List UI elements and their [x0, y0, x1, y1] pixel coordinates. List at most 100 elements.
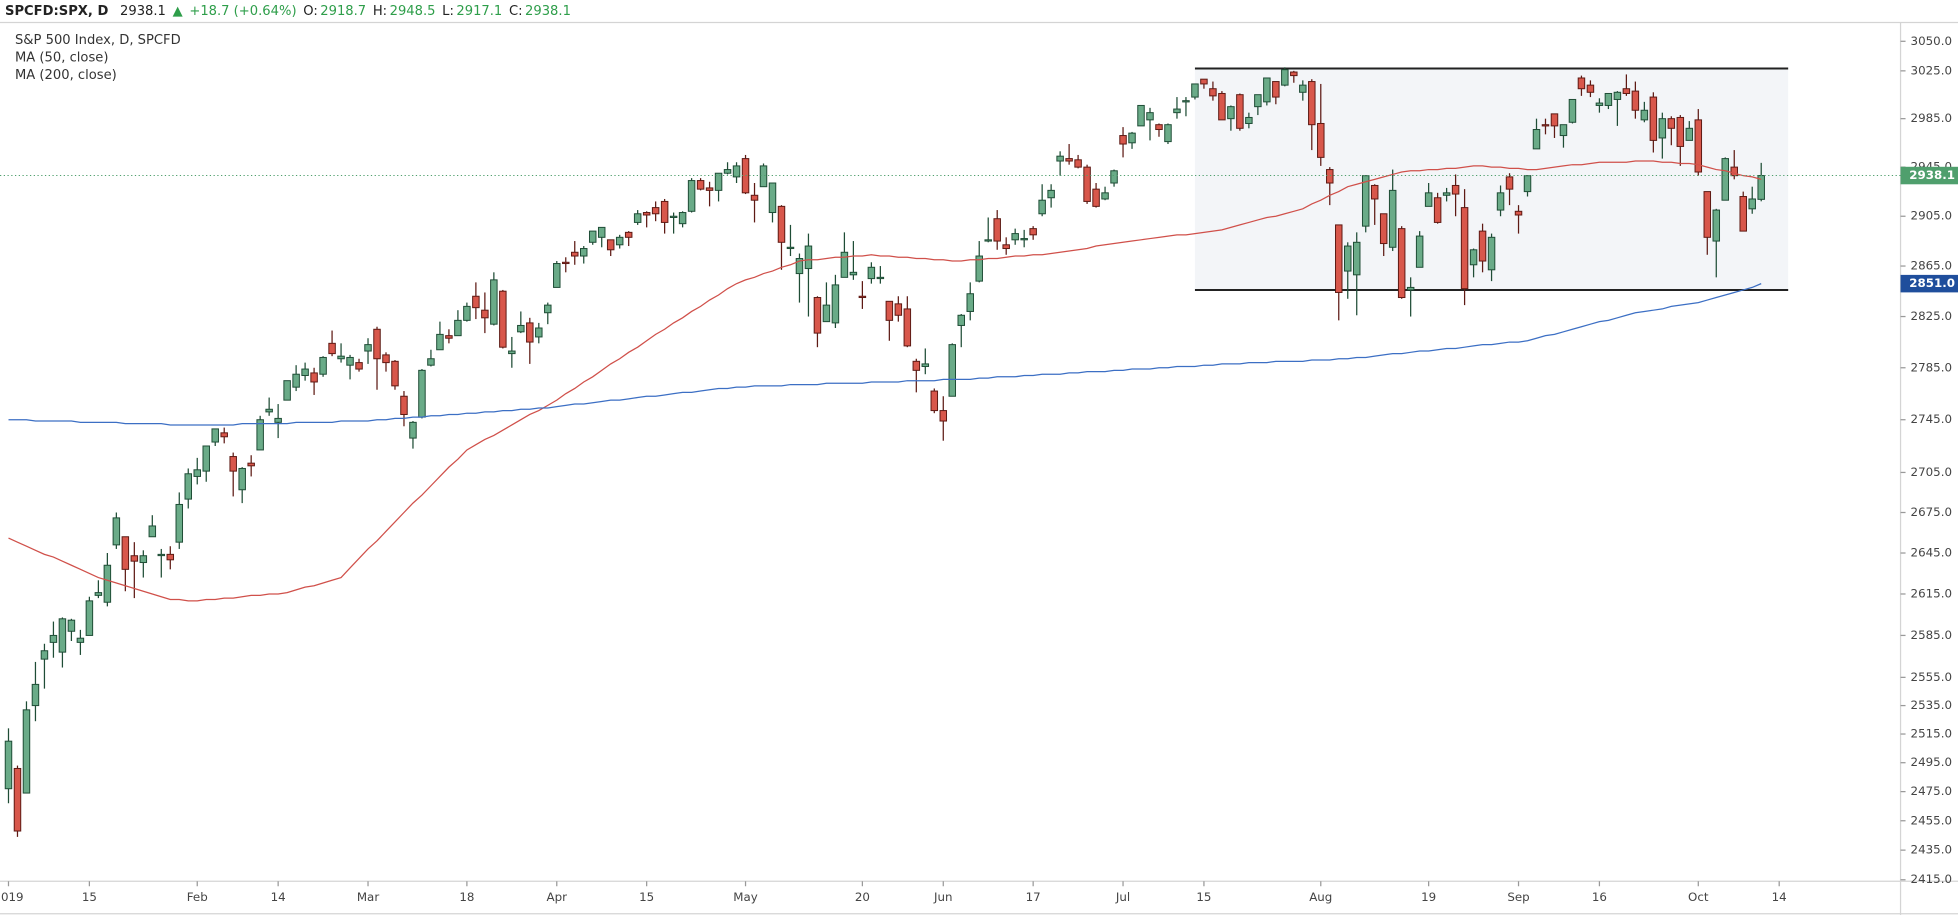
- candle-body: [1550, 113, 1559, 127]
- candle-body: [1415, 235, 1424, 268]
- candle-body: [319, 356, 327, 375]
- moving-average-line: [8, 283, 1762, 426]
- x-tick-label: Feb: [187, 890, 208, 904]
- candle-body: [1586, 84, 1595, 93]
- y-tick-label: 2705.0: [1911, 465, 1952, 479]
- candle-body: [1712, 209, 1721, 242]
- candle-body: [579, 248, 588, 257]
- change-arrow: ▲: [172, 3, 183, 19]
- x-tick-label: 15: [82, 890, 97, 904]
- candle-body: [1343, 245, 1352, 272]
- candle-body: [1335, 224, 1343, 293]
- candle-body: [894, 303, 903, 316]
- y-tick-label: 3025.0: [1911, 63, 1952, 77]
- candle-body: [382, 354, 390, 364]
- candle-body: [436, 333, 444, 351]
- y-tick-label: 2515.0: [1911, 727, 1952, 741]
- candle-body: [256, 419, 264, 451]
- candle-body: [1514, 210, 1523, 216]
- candle-body: [346, 356, 354, 366]
- legend-entry[interactable]: S&P 500 Index, D, SPCFD: [14, 32, 181, 48]
- candle-body: [517, 324, 525, 333]
- candle-body: [1200, 78, 1208, 85]
- candle-body: [1227, 106, 1235, 120]
- x-tick-label: Sep: [1507, 890, 1529, 904]
- candle-body: [1182, 100, 1190, 103]
- candle-body: [211, 428, 219, 443]
- candle-body: [283, 380, 291, 401]
- candle-body: [1308, 81, 1316, 126]
- candle-body: [1631, 90, 1640, 111]
- candle-body: [1694, 119, 1703, 173]
- candle-body: [651, 207, 660, 215]
- last-price: 2938.1: [120, 3, 166, 19]
- candle-body: [957, 314, 965, 326]
- y-tick-label: 2615.0: [1911, 586, 1952, 600]
- y-tick-label: 2645.0: [1911, 546, 1952, 560]
- legend-entry[interactable]: MA (50, close): [14, 50, 109, 65]
- candle-body: [1020, 238, 1028, 241]
- candle-body: [112, 517, 121, 546]
- candle-body: [94, 592, 103, 596]
- candle-body: [1092, 188, 1100, 207]
- candle-body: [714, 172, 723, 191]
- candle-body: [1568, 98, 1577, 123]
- high-value: 2948.5: [389, 3, 436, 19]
- candle-body: [103, 564, 112, 603]
- candle-body: [1478, 230, 1487, 262]
- candle-body: [768, 182, 777, 214]
- price-tag: [1900, 274, 1958, 293]
- candle-body: [1254, 94, 1262, 108]
- candle-body: [328, 342, 336, 355]
- y-tick-label: 2785.0: [1911, 360, 1952, 374]
- close-value: 2938.1: [525, 3, 571, 19]
- x-tick-label: Oct: [1688, 890, 1709, 904]
- y-tick-label: 2825.0: [1911, 309, 1952, 323]
- y-tick-label: 2535.0: [1911, 698, 1952, 712]
- candle-body: [220, 432, 228, 438]
- candle-body: [1748, 198, 1756, 210]
- x-tick-label: 14: [1772, 890, 1787, 904]
- y-tick-label: 2455.0: [1911, 813, 1952, 827]
- candle-body: [58, 618, 67, 653]
- candle-body: [831, 284, 840, 324]
- candle-body: [1146, 112, 1154, 121]
- candle-body: [1101, 192, 1109, 200]
- candle-body: [1155, 124, 1163, 131]
- candle-body: [364, 344, 372, 352]
- candle-body: [67, 619, 76, 632]
- candle-body: [1047, 189, 1055, 199]
- candle-body: [454, 319, 462, 337]
- x-tick-label: Jul: [1115, 890, 1130, 904]
- candle-body: [229, 456, 237, 472]
- candle-body: [732, 165, 741, 178]
- candle-body: [705, 187, 714, 191]
- candle-body: [1730, 166, 1738, 177]
- x-tick-label: 16: [1592, 890, 1607, 904]
- candle-body: [301, 368, 309, 377]
- legend-entry[interactable]: MA (200, close): [14, 67, 117, 83]
- candle-body: [597, 226, 606, 238]
- candle-body: [175, 503, 184, 543]
- candle-body: [804, 245, 813, 270]
- candle-body: [274, 417, 282, 423]
- candle-body: [1442, 192, 1451, 196]
- candle-body: [1451, 184, 1460, 195]
- candle-body: [391, 360, 399, 387]
- x-tick-label: 20: [855, 890, 870, 904]
- symbol-header: SPCFD:SPX, D 2938.1 ▲ +18.7 (+0.64%) O: 2…: [5, 1, 573, 21]
- close-label: C:: [508, 3, 523, 19]
- candle-body: [867, 266, 876, 280]
- candle-body: [1370, 184, 1379, 200]
- candle-body: [795, 258, 804, 275]
- candle-body: [4, 740, 13, 790]
- candle-body: [813, 297, 822, 334]
- candle-body: [490, 279, 498, 325]
- candle-body: [1622, 88, 1631, 94]
- y-tick-label: 2555.0: [1911, 670, 1952, 684]
- candle-body: [1038, 199, 1046, 215]
- candle-body: [544, 304, 552, 314]
